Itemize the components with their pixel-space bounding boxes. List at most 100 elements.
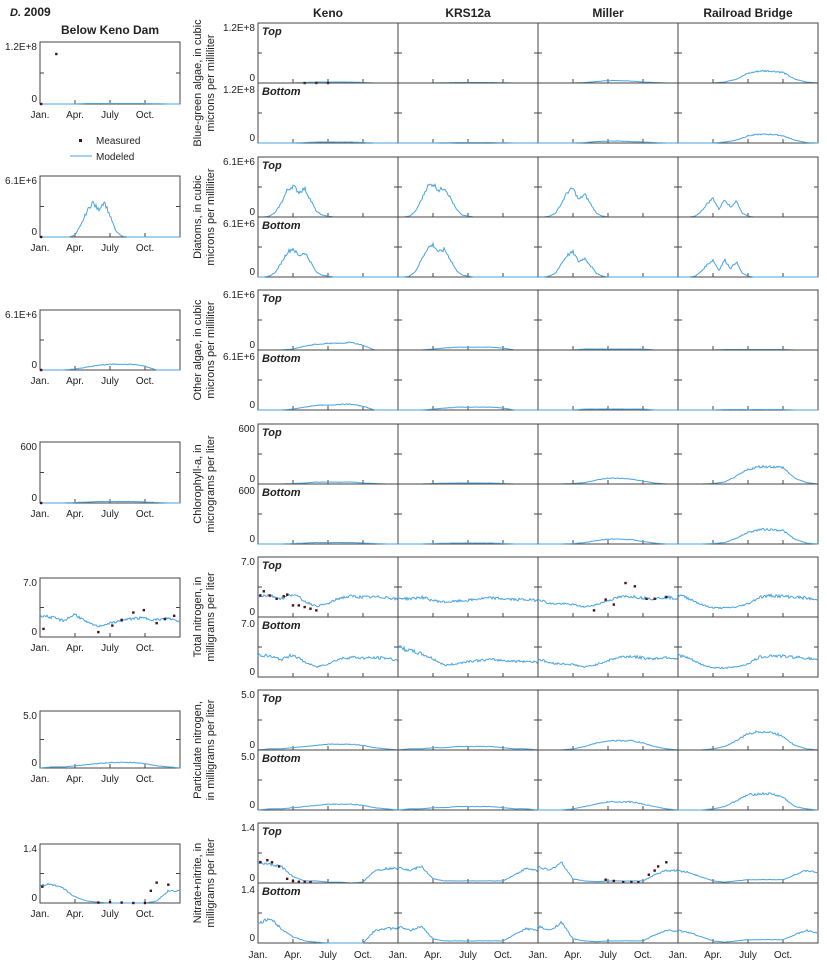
plot-frame bbox=[39, 710, 181, 769]
modeled-line bbox=[397, 594, 539, 604]
x-tick-label: Apr. bbox=[66, 643, 84, 654]
modeled-line bbox=[538, 538, 678, 545]
measured-point bbox=[647, 873, 651, 876]
x-tick-label: Jan. bbox=[31, 509, 50, 520]
y-max-label: 6.1E+6 bbox=[223, 219, 255, 230]
y-axis-label-line: milligrams per liter bbox=[205, 838, 217, 928]
left-plot: 1.4 0 Jan. Apr. July Oct. bbox=[23, 843, 181, 920]
y-axis-label-line: Particulate nitrogen, bbox=[192, 701, 204, 799]
measured-point bbox=[155, 621, 158, 625]
measured-point bbox=[142, 608, 146, 612]
panel-railroad-bridge-top bbox=[677, 156, 819, 218]
x-tick-label: Apr. bbox=[66, 909, 84, 920]
x-tick-label: July bbox=[739, 950, 757, 961]
modeled-line bbox=[398, 406, 538, 411]
modeled-line bbox=[538, 187, 678, 218]
panel-miller-bottom bbox=[537, 349, 679, 411]
panel-keno-bottom: Bottom bbox=[257, 616, 399, 678]
x-tick-label: July bbox=[101, 909, 119, 920]
measured-point bbox=[303, 880, 306, 883]
x-tick-label: Jan. bbox=[669, 950, 688, 961]
measured-point bbox=[653, 869, 656, 872]
modeled-line bbox=[537, 594, 679, 609]
plot-frame bbox=[677, 216, 819, 278]
plot-frame bbox=[537, 289, 679, 351]
measured-point bbox=[108, 900, 112, 904]
modeled-line bbox=[258, 141, 398, 144]
modeled-line bbox=[257, 653, 399, 668]
x-tick-label: Apr. bbox=[424, 950, 442, 961]
y-min-label: 0 bbox=[31, 758, 37, 769]
x-tick-label: Oct. bbox=[136, 110, 154, 121]
modeled-line bbox=[40, 103, 180, 105]
x-tick-label: Apr. bbox=[564, 950, 582, 961]
panel-railroad-bridge-bottom bbox=[677, 82, 819, 144]
x-tick-label: Apr. bbox=[66, 509, 84, 520]
panel-miller-bottom bbox=[537, 749, 679, 811]
x-tick-label: Apr. bbox=[66, 243, 84, 254]
panel-railroad-bridge-bottom bbox=[677, 616, 819, 678]
panel-miller-bottom bbox=[537, 216, 679, 278]
measured-point bbox=[120, 901, 123, 904]
measured-point bbox=[155, 881, 158, 884]
panel-miller-top bbox=[537, 423, 679, 485]
depth-label-bottom: Bottom bbox=[262, 620, 301, 632]
measured-point bbox=[630, 880, 633, 884]
plot-frame bbox=[397, 216, 539, 278]
depth-label-top: Top bbox=[262, 826, 282, 838]
x-tick-label: July bbox=[101, 643, 119, 654]
plot-frame bbox=[537, 556, 679, 618]
panel-miller-bottom bbox=[537, 82, 679, 144]
x-tick-label: Oct. bbox=[136, 376, 154, 387]
y-max-label: 1.2E+8 bbox=[223, 23, 255, 34]
y-max-label: 6.1E+6 bbox=[223, 157, 255, 168]
panel-railroad-bridge-bottom bbox=[677, 216, 819, 278]
panel-krs12a-bottom bbox=[397, 82, 539, 144]
y-axis-label: Particulate nitrogen,in milligrams per l… bbox=[192, 699, 217, 800]
x-tick-label: Jan. bbox=[31, 376, 50, 387]
measured-point bbox=[97, 630, 100, 634]
y-max-label: 6.1E+6 bbox=[5, 310, 37, 321]
panel-krs12a-top bbox=[397, 689, 539, 751]
y-min-label: 0 bbox=[31, 627, 37, 638]
panel-krs12a-top bbox=[397, 822, 539, 884]
y-axis-label: Blue-green algae, in cubicmicrons per mi… bbox=[192, 19, 217, 147]
legend-modeled-label: Modeled bbox=[96, 152, 134, 163]
modeled-line bbox=[398, 241, 538, 278]
measured-point bbox=[41, 885, 44, 888]
panel-keno-top: Top bbox=[257, 289, 399, 351]
left-plot: 6.1E+6 0 Jan. Apr. July Oct. bbox=[5, 309, 181, 387]
x-tick-label: Oct. bbox=[136, 243, 154, 254]
y-min-label: 0 bbox=[249, 667, 255, 678]
y-min-label: 0 bbox=[31, 893, 37, 904]
panel-krs12a-bottom bbox=[397, 616, 539, 678]
x-tick-label: Oct. bbox=[136, 909, 154, 920]
plot-frame bbox=[39, 175, 181, 238]
x-tick-label: Jan. bbox=[529, 950, 548, 961]
y-axis-label-line: in milligrams per liter bbox=[205, 699, 217, 800]
y-min-label: 0 bbox=[249, 267, 255, 278]
measured-point bbox=[291, 604, 295, 607]
modeled-line bbox=[677, 652, 819, 670]
panel-miller-top bbox=[537, 822, 679, 884]
left-plot: 6.1E+6 0 Jan. Apr. July Oct. bbox=[5, 175, 181, 254]
measured-point bbox=[604, 878, 607, 881]
modeled-line bbox=[678, 791, 819, 811]
panel-krs12a-top bbox=[397, 22, 539, 84]
x-tick-label: Apr. bbox=[66, 376, 84, 387]
measured-point bbox=[277, 865, 281, 868]
depth-label-bottom: Bottom bbox=[262, 487, 301, 499]
panel-miller-bottom bbox=[537, 616, 679, 678]
depth-label-bottom: Bottom bbox=[262, 753, 301, 765]
modeled-line bbox=[538, 140, 678, 144]
y-max-label: 6.1E+6 bbox=[223, 352, 255, 363]
measured-point bbox=[285, 877, 289, 881]
panel-keno-top: Top bbox=[257, 423, 399, 485]
panel-year: 2009 bbox=[24, 5, 51, 19]
x-tick-label: July bbox=[101, 509, 119, 520]
modeled-line bbox=[397, 865, 539, 882]
panel-keno-bottom: Bottom bbox=[257, 483, 399, 545]
y-max-label: 1.4 bbox=[23, 844, 37, 855]
plot-frame bbox=[537, 22, 679, 84]
